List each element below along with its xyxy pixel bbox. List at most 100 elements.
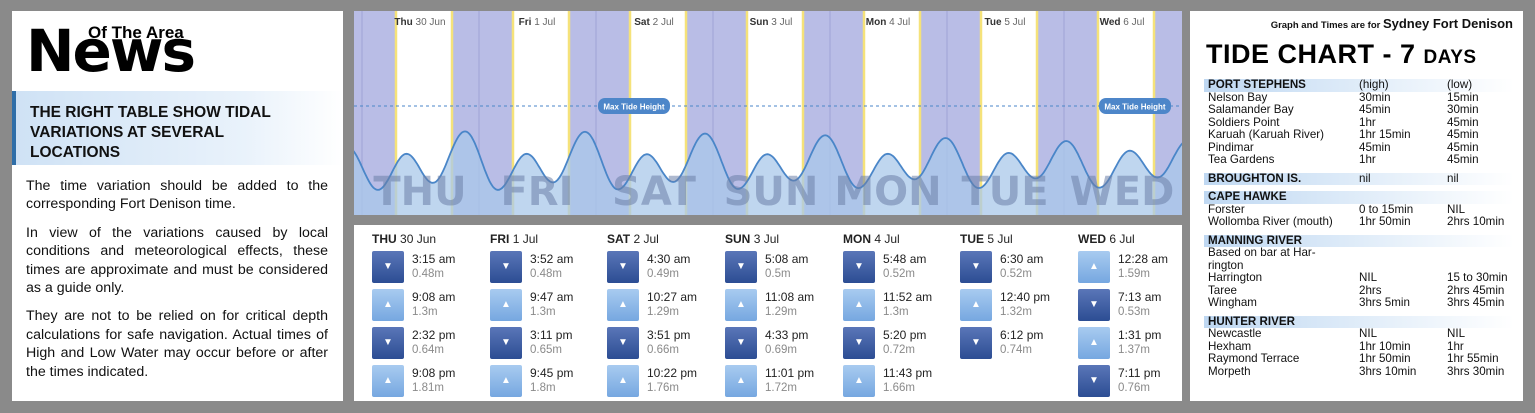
tide-time: 9:47 am (530, 290, 574, 304)
offset-low: 3hrs 45min (1447, 296, 1505, 309)
tide-time: 7:13 am (1118, 290, 1162, 304)
tide-entry: ▲ 9:45 pm 1.8m (490, 365, 600, 399)
tide-entry: ▲ 11:08 am 1.29m (725, 289, 835, 323)
offset-high: 1hr 10min (1359, 339, 1411, 353)
tide-entry: ▲ 11:43 pm 1.66m (843, 365, 953, 399)
note-place: Sydney Fort Denison (1382, 16, 1513, 31)
day-abbr: Tue (985, 17, 1005, 28)
day-name: MON (843, 232, 871, 246)
offset-location: Soldiers Point (1208, 115, 1280, 129)
day-header: SAT 2 Jul (607, 232, 659, 246)
tide-time: 3:15 am (412, 252, 456, 266)
tide-time: 5:08 am (765, 252, 809, 266)
day-header: FRI 1 Jul (490, 232, 538, 246)
low-tide-icon: ▼ (843, 327, 875, 359)
day-name: THU (372, 232, 397, 246)
offset-section-header: MANNING RIVER (1204, 234, 1514, 247)
offset-row: Wingham 3hrs 5min 3hrs 45min (1204, 296, 1514, 310)
tide-height: 1.37m (1118, 344, 1150, 356)
day-watermark: WED (1070, 169, 1175, 215)
offset-section-header: CAPE HAWKE (1204, 190, 1514, 204)
offset-location: Nelson Bay (1208, 90, 1268, 104)
tide-entry: ▲ 9:08 am 1.3m (372, 289, 482, 323)
tide-wave-line (354, 130, 1182, 191)
max-tide-label: Max Tide Height (1104, 103, 1166, 112)
day-watermark: TUE (961, 169, 1048, 215)
tide-height: 0.52m (1000, 268, 1032, 280)
offset-location: Taree (1208, 283, 1238, 297)
low-tide-icon: ▼ (490, 327, 522, 359)
low-tide-icon: ▼ (725, 327, 757, 359)
offset-location: Forster (1208, 202, 1245, 216)
offset-low: 30min (1447, 103, 1479, 116)
tide-height: 0.65m (530, 344, 562, 356)
tide-time: 10:27 am (647, 290, 698, 304)
offset-row: Forster 0 to 15min NIL (1204, 202, 1514, 217)
offset-low: 15 to 30min (1447, 271, 1508, 284)
offset-row: Taree 2hrs 2hrs 45min (1204, 283, 1514, 298)
tide-height: 1.3m (883, 306, 909, 318)
tide-entry: ▲ 12:40 pm 1.32m (960, 289, 1070, 323)
low-tide-icon: ▼ (843, 251, 875, 283)
low-tide-icon: ▼ (607, 327, 639, 359)
offset-location: Salamander Bay (1208, 103, 1294, 116)
day-date: 2 Jul (633, 232, 659, 246)
tide-height: 1.29m (647, 306, 679, 318)
note-prefix: Graph and Times are for (1270, 20, 1381, 31)
tide-height: 0.49m (647, 268, 679, 280)
tide-entry: ▼ 5:08 am 0.5m (725, 251, 835, 285)
tide-time: 6:30 am (1000, 252, 1044, 266)
offset-low: NIL (1447, 202, 1466, 216)
offset-low: 45min (1447, 115, 1479, 129)
day-watermark: THU (373, 169, 466, 215)
tide-height: 0.53m (1118, 306, 1150, 318)
offset-location: HUNTER RIVER (1208, 314, 1295, 328)
offset-row: Newcastle NIL NIL (1204, 327, 1514, 341)
offset-location: PORT STEPHENS (1208, 78, 1306, 91)
tide-entry: ▲ 11:52 am 1.3m (843, 289, 953, 323)
disclaimer-text: The time variation should be added to th… (26, 177, 328, 391)
paragraph: The time variation should be added to th… (26, 178, 328, 213)
high-tide-icon: ▲ (372, 365, 404, 397)
offset-row: Harrington NIL 15 to 30min (1204, 271, 1514, 285)
max-tide-label: Max Tide Height (603, 103, 665, 112)
tide-time: 9:45 pm (530, 366, 574, 380)
offset-high: 1hr (1359, 115, 1376, 129)
tide-entry: ▼ 2:32 pm 0.64m (372, 327, 482, 361)
offset-row: Wollomba River (mouth) 1hr 50min 2hrs 10mi… (1204, 215, 1514, 229)
high-tide-icon: ▲ (490, 289, 522, 321)
tide-entry: ▲ 12:28 am 1.59m (1078, 251, 1188, 285)
day-label: Thu 30 Jun (394, 17, 445, 28)
tide-time: 3:51 pm (647, 328, 691, 342)
tide-time: 11:52 am (883, 290, 933, 304)
low-tide-icon: ▼ (1078, 365, 1110, 397)
tide-entry: ▼ 3:11 pm 0.65m (490, 327, 600, 361)
tide-entry: ▼ 7:13 am 0.53m (1078, 289, 1188, 323)
offset-low: 15min (1447, 90, 1479, 104)
tide-height: 1.81m (412, 382, 444, 394)
day-header: SUN 3 Jul (725, 232, 779, 246)
tide-height: 0.74m (1000, 344, 1032, 356)
offset-high: 1hr (1359, 153, 1376, 166)
tide-time: 9:08 pm (412, 366, 456, 380)
tide-time: 12:40 pm (1000, 290, 1051, 304)
tide-time: 11:43 pm (883, 366, 933, 380)
offset-location: Based on bar at Har- (1208, 246, 1316, 259)
logo-tagline: Of The Area (88, 23, 184, 42)
tide-graph: Max Tide Height Max Tide Height Thu 30 Jun… (354, 11, 1182, 215)
high-tide-icon: ▲ (1078, 251, 1110, 283)
offset-high: NIL (1359, 327, 1378, 340)
max-tide-badge (598, 98, 670, 114)
tide-wave-fill (354, 131, 1182, 215)
high-tide-icon: ▲ (1078, 327, 1110, 359)
day-name: FRI (490, 232, 510, 246)
offset-location: Karuah (Karuah River) (1208, 128, 1324, 141)
tide-height: 0.66m (647, 344, 679, 356)
title-suffix: DAYS (1423, 47, 1477, 68)
offset-low: nil (1447, 171, 1459, 185)
title-main: TIDE CHART - 7 (1206, 39, 1416, 69)
tide-time: 5:20 pm (883, 328, 927, 342)
tide-time: 4:30 am (647, 252, 691, 266)
day-name: TUE (960, 232, 984, 246)
day-label: Tue 5 Jul (985, 17, 1026, 28)
